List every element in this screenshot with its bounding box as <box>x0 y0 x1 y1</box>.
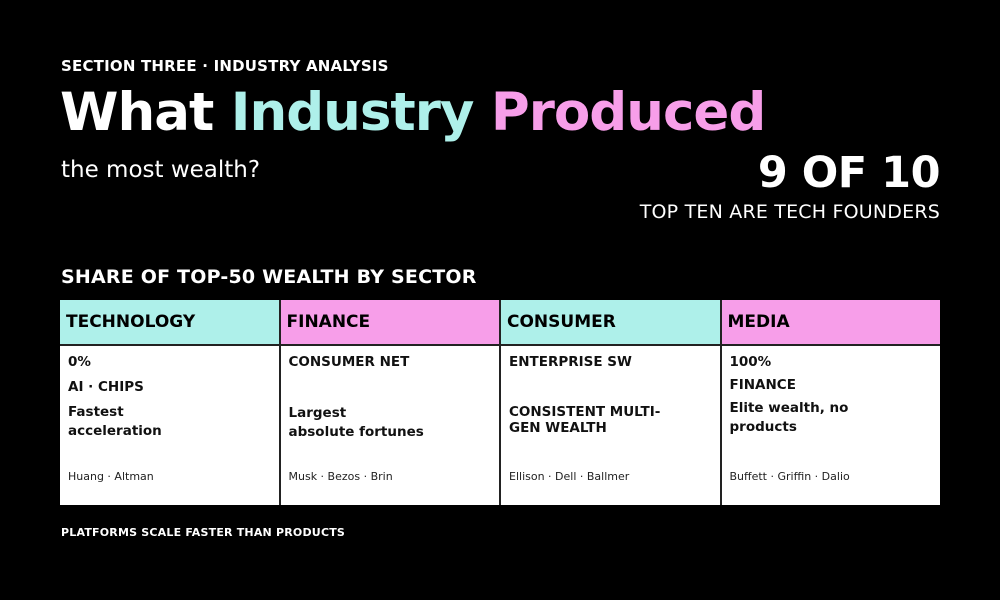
cell-line: Fastest <box>68 403 124 420</box>
table-title: SHARE OF TOP-50 WEALTH BY SECTOR <box>61 266 477 288</box>
sector-body-finance: CONSUMER NET Largest absolute fortunes M… <box>281 346 500 505</box>
footer-note: PLATFORMS SCALE FASTER THAN PRODUCTS <box>61 526 346 539</box>
headline-word-produced: Produced <box>490 82 766 143</box>
sector-names: Buffett · Griffin · Dalio <box>729 470 850 483</box>
cell-line: AI · CHIPS <box>68 378 144 395</box>
cell-line: 0% <box>68 354 91 370</box>
cell-line: CONSISTENT MULTI- <box>509 403 661 420</box>
stat-value: 9 OF 10 <box>757 148 941 198</box>
sector-header-finance: FINANCE <box>280 300 499 346</box>
headline-word-what: What <box>60 82 214 143</box>
sector-column-technology: TECHNOLOGY 0% AI · CHIPS Fastest acceler… <box>60 300 281 505</box>
sector-column-finance: FINANCE CONSUMER NET Largest absolute fo… <box>280 300 501 505</box>
sector-body-technology: 0% AI · CHIPS Fastest acceleration Huang… <box>60 346 279 505</box>
cell-line: acceleration <box>68 422 162 439</box>
sector-header-media: MEDIA <box>721 300 940 346</box>
subheadline: the most wealth? <box>61 157 261 183</box>
cell-line: GEN WEALTH <box>509 420 607 437</box>
cell-line: FINANCE <box>729 376 796 393</box>
sector-body-media: 100% FINANCE Elite wealth, no products B… <box>722 346 941 505</box>
stat-callout: 9 OF 10 TOP TEN ARE TECH FOUNDERS <box>639 148 941 224</box>
headline-word-industry: Industry <box>230 82 475 143</box>
section-kicker: SECTION THREE · INDUSTRY ANALYSIS <box>61 57 389 75</box>
sector-header-consumer: CONSUMER <box>501 300 720 346</box>
cell-line: ENTERPRISE SW <box>509 354 632 370</box>
sector-column-media: MEDIA 100% FINANCE Elite wealth, no prod… <box>721 300 941 505</box>
sector-header-technology: TECHNOLOGY <box>60 300 279 346</box>
cell-line: absolute fortunes <box>288 423 424 440</box>
sector-names: Musk · Bezos · Brin <box>288 470 393 483</box>
sector-body-consumer: ENTERPRISE SW CONSISTENT MULTI- GEN WEAL… <box>501 346 720 505</box>
cell-line: 100% <box>729 354 772 370</box>
sector-column-consumer: CONSUMER ENTERPRISE SW CONSISTENT MULTI-… <box>501 300 722 505</box>
sector-names: Huang · Altman <box>68 470 154 483</box>
cell-line: products <box>729 418 797 435</box>
stat-label: TOP TEN ARE TECH FOUNDERS <box>639 201 940 224</box>
headline: What Industry Produced <box>60 82 766 143</box>
cell-line: CONSUMER NET <box>288 354 410 370</box>
sector-table: TECHNOLOGY 0% AI · CHIPS Fastest acceler… <box>60 300 940 505</box>
sector-names: Ellison · Dell · Ballmer <box>509 470 630 483</box>
cell-line: Largest <box>288 404 347 421</box>
cell-line: Elite wealth, no <box>729 399 849 416</box>
